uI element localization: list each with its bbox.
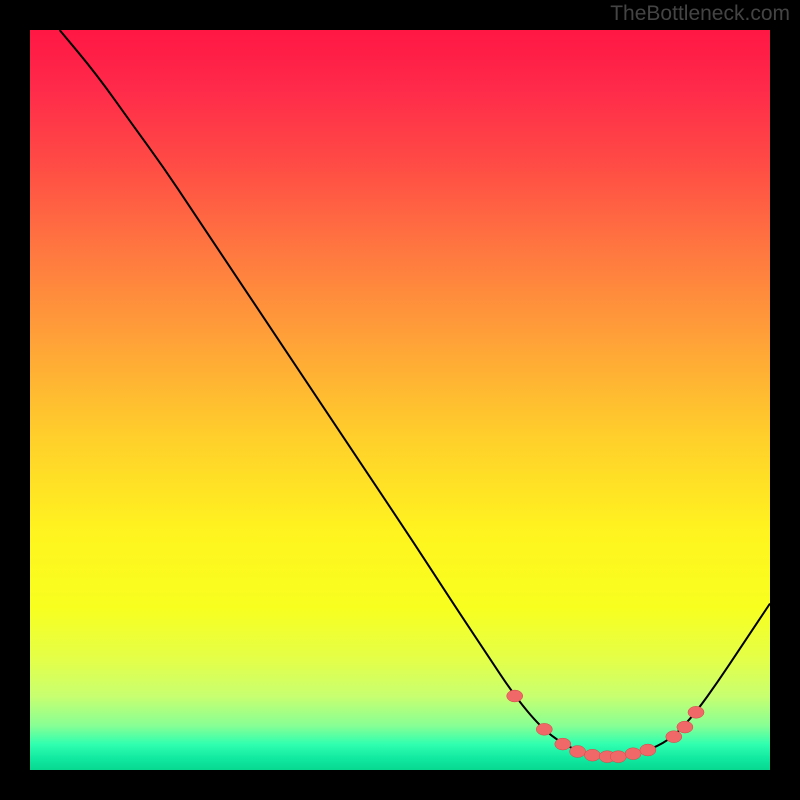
watermark-text: TheBottleneck.com (610, 2, 790, 26)
curve-layer (30, 30, 770, 770)
curve-marker (555, 738, 571, 750)
curve-marker (640, 744, 656, 756)
curve-marker (536, 723, 552, 735)
curve-marker (570, 746, 586, 758)
curve-marker (677, 721, 693, 733)
plot-area (30, 30, 770, 770)
curve-marker (688, 706, 704, 718)
marker-group (507, 690, 704, 763)
curve-marker (584, 749, 600, 761)
bottleneck-curve (60, 30, 770, 756)
curve-marker (666, 731, 682, 743)
curve-marker (610, 751, 626, 763)
curve-marker (625, 748, 641, 760)
curve-marker (507, 690, 523, 702)
